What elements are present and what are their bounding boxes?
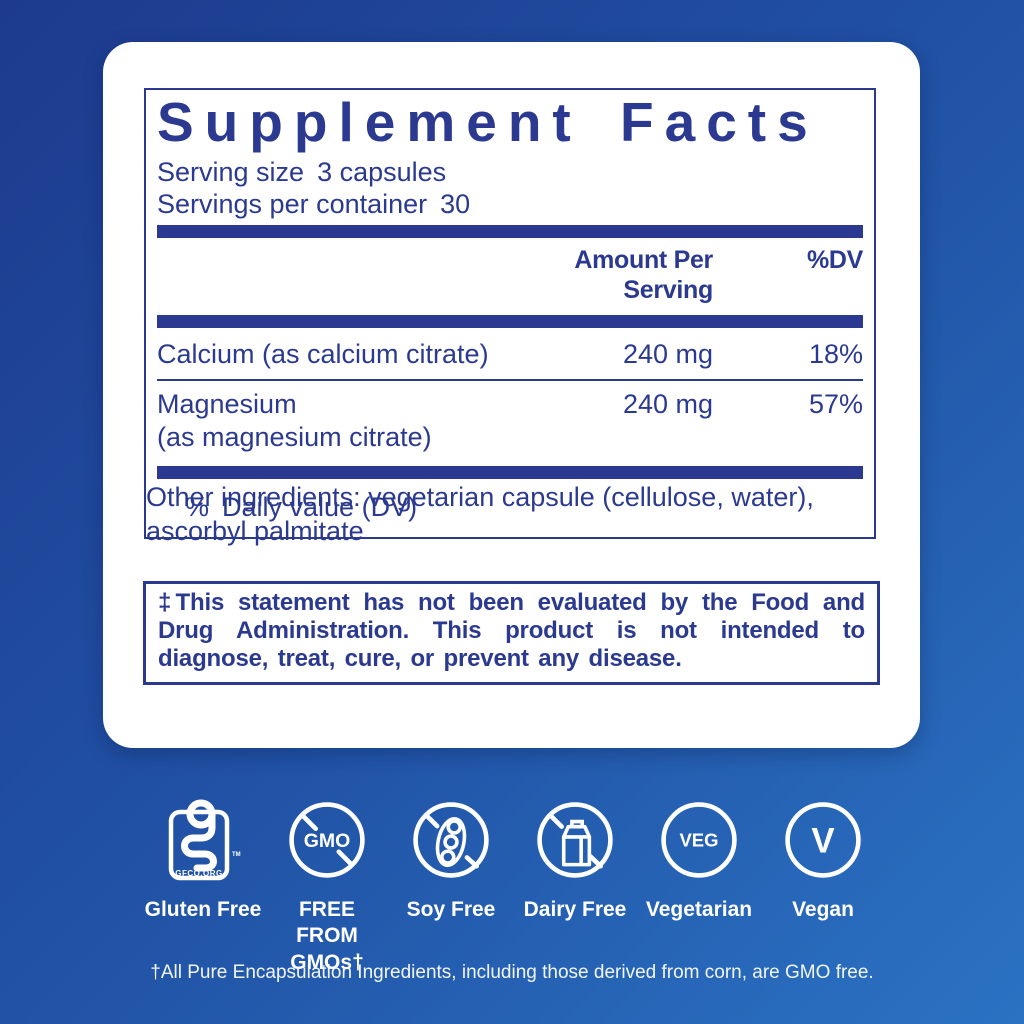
badge-vegan: V Vegan [762, 792, 884, 976]
percent-dv-header: %DV [806, 245, 863, 274]
badge-gluten-free: GFCO.ORG TM Gluten Free [142, 792, 264, 976]
badge-label: Gluten Free [144, 898, 262, 921]
supplement-facts-title: Supplement Facts [157, 91, 819, 153]
badge-soy-free: Soy Free [390, 792, 512, 976]
badge-label: Vegetarian [645, 898, 753, 921]
nutrient-amount: 240 mg [622, 389, 713, 420]
servings-per-container-line: Servings per container 30 [157, 189, 863, 221]
nutrient-dv: 18% [808, 338, 863, 369]
badge-label: FREE FROM GMOs† [290, 898, 364, 974]
v-text: V [811, 821, 835, 860]
vegetarian-icon: VEG [661, 802, 737, 878]
thick-divider-bar [157, 224, 863, 238]
nutrient-name: Magnesium [157, 389, 297, 420]
thick-divider-bar [157, 314, 863, 328]
no-dairy-icon [537, 802, 613, 878]
nutrient-dv: 57% [808, 389, 863, 420]
serving-size-label: Serving size [157, 157, 305, 187]
label-card: Supplement Facts Serving size 3 capsules … [103, 42, 920, 748]
serving-size-value: 3 capsules [317, 157, 447, 187]
other-ingredients: Other ingredients: vegetarian capsule (c… [146, 482, 814, 547]
gmo-text: GMO [304, 830, 351, 852]
supplement-facts-panel: Supplement Facts Serving size 3 capsules … [144, 88, 876, 539]
nutrient-name: Calcium (as calcium citrate) [157, 338, 489, 369]
nutrient-name-line2: (as magnesium citrate) [157, 421, 432, 452]
servings-per-container-value: 30 [440, 188, 471, 219]
gfco-org-text: GFCO.ORG [175, 869, 223, 878]
trademark-text: TM [232, 852, 241, 858]
badge-gmo-free: GMO FREE FROM GMOs† [266, 792, 388, 976]
daily-value-footnote: % Daily value (DV) [157, 482, 863, 537]
badge-label: Soy Free [406, 898, 496, 921]
thin-row-divider [157, 379, 863, 382]
table-row-magnesium: Magnesium (as magnesium citrate) 240 mg … [157, 381, 863, 462]
gmo-free-footnote: †All Pure Encapsulation Ingredients, inc… [150, 962, 874, 983]
no-soy-icon [413, 802, 489, 878]
percent-symbol: % [185, 491, 210, 522]
fda-disclaimer-box: ‡This statement has not been evaluated b… [143, 581, 880, 686]
daily-value-text: Daily value (DV) [222, 491, 418, 522]
vegan-icon: V [785, 802, 861, 878]
servings-per-container-label: Servings per container [157, 188, 428, 219]
gfco-gluten-free-icon: GFCO.ORG TM [168, 799, 241, 881]
nutrient-amount: 240 mg [622, 338, 713, 369]
serving-size-line: Serving size 3 capsules [157, 157, 863, 189]
thick-divider-bar [157, 465, 863, 479]
badge-label: Dairy Free [523, 898, 627, 921]
table-row-calcium: Calcium (as calcium citrate) 240 mg 18% [157, 331, 863, 379]
veg-text: VEG [679, 830, 718, 851]
amount-per-serving-header: Amount Per Serving [574, 245, 713, 304]
table-header-row: Amount Per Serving %DV [157, 241, 863, 311]
certification-badges-row: GFCO.ORG TM Gluten Free GMO FREE FROM GM… [142, 792, 884, 976]
badge-label: Vegan [792, 898, 854, 921]
no-gmo-icon: GMO [289, 802, 365, 878]
badge-dairy-free: Dairy Free [514, 792, 636, 976]
badge-vegetarian: VEG Vegetarian [638, 792, 760, 976]
